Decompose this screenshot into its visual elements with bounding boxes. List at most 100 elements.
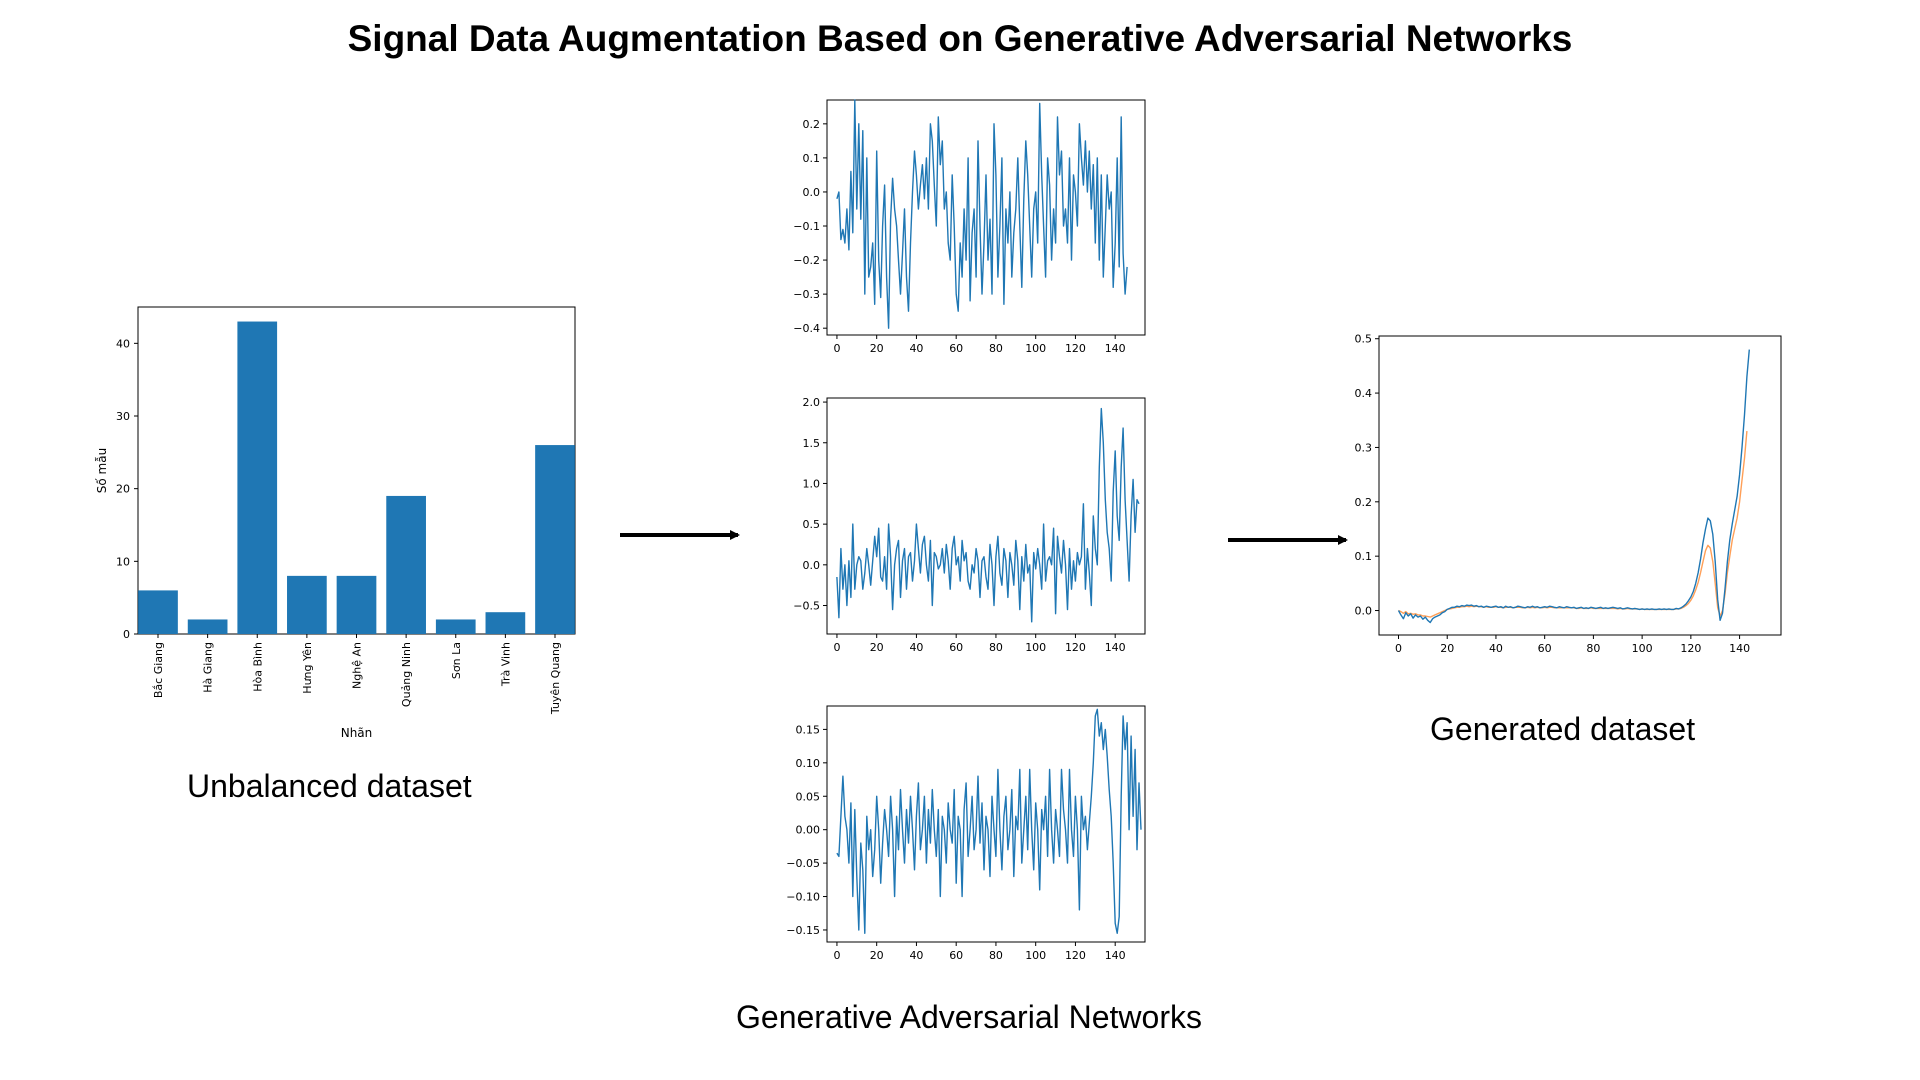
x-tick-label: 120 — [1065, 949, 1086, 962]
x-tick-label: 100 — [1025, 342, 1046, 355]
bar — [535, 445, 575, 634]
x-tick-label: 40 — [909, 949, 923, 962]
generated-dataset-chart: 0 20 40 60 80 100 120 140 0.0 0.1 0.2 0.3 0.4 0.5 — [1355, 333, 1782, 655]
x-tick-label: 0 — [833, 641, 840, 654]
bar — [138, 590, 178, 634]
y-tick-label: 0.15 — [796, 723, 821, 736]
plot-frame — [1378, 335, 1782, 636]
x-tick-label: Quảng Ninh — [400, 642, 413, 707]
x-tick-label: 80 — [989, 342, 1003, 355]
x-tick-label: 60 — [949, 949, 963, 962]
series-line — [836, 99, 1128, 329]
x-tick-label: 80 — [989, 641, 1003, 654]
y-tick-label: −0.3 — [793, 288, 820, 301]
series-line — [1397, 349, 1750, 624]
x-tick-label: 120 — [1065, 342, 1086, 355]
x-tick-label: 140 — [1105, 641, 1126, 654]
caption-gan: Generative Adversarial Networks — [736, 999, 1202, 1035]
x-tick-label: 100 — [1025, 641, 1046, 654]
x-tick-label: 20 — [1440, 642, 1454, 655]
y-tick-label: 2.0 — [803, 396, 821, 409]
x-tick-label: 0 — [1395, 642, 1402, 655]
y-tick-label: −0.4 — [793, 322, 820, 335]
x-tick-label: 140 — [1105, 949, 1126, 962]
y-tick-label: 0.0 — [803, 559, 821, 572]
y-tick-label: 0 — [123, 628, 130, 641]
bar — [237, 321, 278, 634]
x-tick-label: 20 — [870, 641, 884, 654]
caption-unbalanced-dataset: Unbalanced dataset — [187, 768, 472, 804]
y-tick-label: 1.5 — [803, 437, 821, 450]
bar — [386, 495, 426, 634]
plot-frame — [826, 99, 1146, 336]
bar-chart: Bắc Giang Hà Giang Hòa Bình Hưng Yên Nghệ An… — [95, 306, 576, 740]
bar — [187, 619, 228, 634]
y-tick-label: 0.05 — [796, 790, 821, 803]
y-tick-label: 20 — [116, 483, 130, 496]
y-tick-label: 0.1 — [1355, 550, 1373, 563]
series-line — [836, 708, 1142, 934]
y-tick-label: 40 — [116, 337, 130, 350]
x-tick-label: 0 — [833, 342, 840, 355]
caption-generated-dataset: Generated dataset — [1430, 711, 1696, 747]
x-tick-label: Hòa Bình — [251, 642, 264, 692]
bar — [485, 612, 526, 634]
y-tick-label: −0.10 — [786, 891, 820, 904]
y-tick-label: −0.1 — [793, 220, 820, 233]
x-tick-label: Bắc Giang — [152, 642, 165, 698]
x-tick-label: 60 — [949, 342, 963, 355]
y-tick-label: −0.2 — [793, 254, 820, 267]
x-tick-label: Hà Giang — [202, 642, 215, 693]
x-tick-label: Sơn La — [450, 642, 463, 679]
x-tick-label: 0 — [833, 949, 840, 962]
x-tick-label: Hưng Yên — [301, 642, 314, 694]
y-tick-label: 30 — [116, 410, 130, 423]
y-tick-label: 10 — [116, 555, 130, 568]
y-tick-label: −0.05 — [786, 857, 820, 870]
x-tick-label: 40 — [909, 641, 923, 654]
y-tick-label: 0.5 — [1355, 333, 1373, 346]
x-axis-label: Nhãn — [341, 726, 373, 740]
x-tick-label: Tuyên Quang — [549, 642, 562, 715]
y-tick-label: 0.1 — [803, 152, 821, 165]
x-tick-label: 140 — [1729, 642, 1750, 655]
bar — [287, 575, 327, 634]
x-tick-label: Trà Vinh — [499, 642, 512, 687]
x-tick-label: 80 — [1586, 642, 1600, 655]
x-tick-label: Nghệ An — [351, 642, 364, 689]
y-tick-label: 0.00 — [796, 824, 821, 837]
x-tick-label: 120 — [1065, 641, 1086, 654]
y-tick-label: 1.0 — [803, 477, 821, 490]
y-tick-label: 0.4 — [1355, 387, 1373, 400]
y-tick-label: 0.0 — [1355, 605, 1373, 618]
y-tick-label: 0.2 — [803, 118, 821, 131]
x-tick-label: 20 — [870, 342, 884, 355]
x-tick-label: 140 — [1105, 342, 1126, 355]
x-tick-label: 100 — [1632, 642, 1653, 655]
gan-sample-2: 0 20 40 60 80 100 120 140 −0.5 0.0 0.5 1.0 1.5 2.0 — [793, 396, 1146, 654]
x-tick-label: 80 — [989, 949, 1003, 962]
y-axis-label: Số mẫu — [95, 448, 109, 493]
y-tick-label: 0.3 — [1355, 441, 1373, 454]
y-tick-label: 0.2 — [1355, 496, 1373, 509]
x-tick-label: 100 — [1025, 949, 1046, 962]
y-tick-label: −0.15 — [786, 924, 820, 937]
y-tick-label: −0.5 — [793, 600, 820, 613]
bar — [336, 575, 377, 634]
x-tick-label: 60 — [949, 641, 963, 654]
y-tick-label: 0.5 — [803, 518, 821, 531]
x-tick-label: 20 — [870, 949, 884, 962]
plot-frame — [826, 705, 1146, 943]
diagram-title: Signal Data Augmentation Based on Genera… — [347, 18, 1573, 59]
gan-sample-1: 0 20 40 60 80 100 120 140 −0.4 −0.3 −0.2 −0.1 0.0 0.1… — [793, 99, 1146, 355]
y-tick-label: 0.0 — [803, 186, 821, 199]
series-line — [836, 407, 1140, 623]
gan-sample-3: 0 20 40 60 80 100 120 140 −0.15 −0.10 −0.05 0.00 0.0… — [786, 705, 1146, 962]
y-tick-label: 0.10 — [796, 757, 821, 770]
bar — [435, 619, 476, 634]
x-tick-label: 60 — [1538, 642, 1552, 655]
plot-frame — [826, 397, 1146, 635]
x-tick-label: 40 — [909, 342, 923, 355]
x-tick-label: 40 — [1489, 642, 1503, 655]
